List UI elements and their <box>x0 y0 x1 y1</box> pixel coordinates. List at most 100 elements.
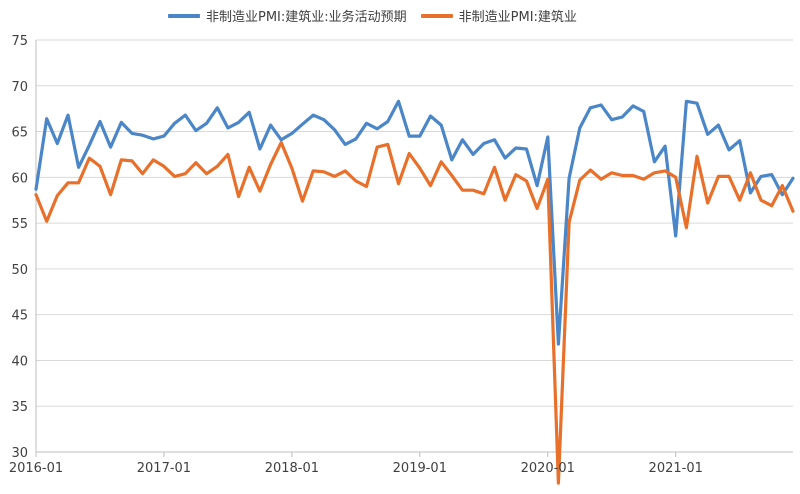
data-point-1 <box>355 180 357 182</box>
data-point-1 <box>621 174 623 176</box>
data-point-1 <box>472 189 474 191</box>
data-point-1 <box>45 220 47 222</box>
data-point-0 <box>738 140 740 142</box>
data-point-0 <box>152 138 154 140</box>
data-point-0 <box>717 124 719 126</box>
data-point-0 <box>472 153 474 155</box>
data-point-0 <box>728 149 730 151</box>
data-point-1 <box>696 155 698 157</box>
data-point-1 <box>269 163 271 165</box>
data-point-0 <box>205 122 207 124</box>
data-point-1 <box>67 182 69 184</box>
data-point-1 <box>760 199 762 201</box>
data-point-1 <box>664 170 666 172</box>
data-point-0 <box>600 104 602 106</box>
data-point-0 <box>131 132 133 134</box>
series-line-0 <box>34 99 795 346</box>
y-tick-label: 65 <box>11 126 28 141</box>
data-point-0 <box>227 127 229 129</box>
y-tick-label: 30 <box>11 446 28 461</box>
data-point-0 <box>173 122 175 124</box>
data-point-1 <box>536 207 538 209</box>
data-point-1 <box>600 178 602 180</box>
data-point-1 <box>152 159 154 161</box>
data-point-1 <box>440 161 442 163</box>
data-point-1 <box>675 176 677 178</box>
data-point-1 <box>333 175 335 177</box>
data-point-1 <box>173 175 175 177</box>
data-point-0 <box>333 129 335 131</box>
data-point-0 <box>248 111 250 113</box>
data-point-1 <box>184 172 186 174</box>
data-point-0 <box>259 148 261 150</box>
axis-layer <box>35 40 793 457</box>
data-point-0 <box>621 116 623 118</box>
data-point-0 <box>109 146 111 148</box>
data-point-0 <box>429 115 431 117</box>
data-point-0 <box>408 135 410 137</box>
data-point-1 <box>419 167 421 169</box>
legend-swatch-construction <box>420 13 453 18</box>
data-point-1 <box>525 180 527 182</box>
data-point-1 <box>728 175 730 177</box>
data-point-0 <box>792 177 794 179</box>
data-point-1 <box>259 190 261 192</box>
x-tick-label: 2016-01 <box>9 461 63 476</box>
legend-item-expectation: 非制造业PMI:建筑业:业务活动预期 <box>168 6 407 25</box>
data-point-1 <box>312 170 314 172</box>
data-point-0 <box>88 144 90 146</box>
data-point-1 <box>770 205 772 207</box>
data-point-1 <box>163 165 165 167</box>
legend-label-construction: 非制造业PMI:建筑业 <box>458 10 577 25</box>
data-point-1 <box>611 172 613 174</box>
data-point-1 <box>792 210 794 212</box>
data-point-1 <box>88 157 90 159</box>
grid-layer <box>36 39 793 453</box>
data-point-0 <box>419 135 421 137</box>
data-point-0 <box>280 139 282 141</box>
data-point-1 <box>547 178 549 180</box>
data-point-0 <box>781 194 783 196</box>
data-point-0 <box>365 122 367 124</box>
data-point-1 <box>291 167 293 169</box>
data-point-0 <box>99 120 101 122</box>
data-point-0 <box>653 161 655 163</box>
y-tick-label: 50 <box>11 263 28 278</box>
data-point-1 <box>451 174 453 176</box>
data-point-0 <box>451 159 453 161</box>
x-tick-label: 2021-01 <box>649 461 703 476</box>
y-tick-label: 35 <box>11 400 28 415</box>
data-point-0 <box>643 110 645 112</box>
data-point-0 <box>355 138 357 140</box>
data-point-0 <box>493 139 495 141</box>
data-point-0 <box>504 157 506 159</box>
data-point-1 <box>376 146 378 148</box>
x-tick-label: 2018-01 <box>265 461 319 476</box>
x-tick-label: 2017-01 <box>137 461 191 476</box>
data-point-1 <box>280 141 282 143</box>
data-point-0 <box>67 114 69 116</box>
data-point-1 <box>131 160 133 162</box>
x-tick-label: 2020-01 <box>521 461 575 476</box>
legend: 非制造业PMI:建筑业:业务活动预期 非制造业PMI:建筑业 <box>168 6 577 25</box>
data-point-0 <box>525 148 527 150</box>
data-point-1 <box>493 166 495 168</box>
legend-label-expectation: 非制造业PMI:建筑业:业务活动预期 <box>206 10 407 25</box>
data-point-0 <box>291 132 293 134</box>
data-point-0 <box>770 173 772 175</box>
series-layer <box>34 99 795 485</box>
data-point-1 <box>653 172 655 174</box>
data-point-1 <box>707 202 709 204</box>
data-point-1 <box>557 482 559 484</box>
data-point-1 <box>685 226 687 228</box>
data-point-0 <box>483 142 485 144</box>
data-point-0 <box>216 107 218 109</box>
y-tick-label: 60 <box>11 171 28 186</box>
series-line-1 <box>34 140 795 485</box>
data-point-1 <box>579 179 581 181</box>
data-point-1 <box>301 200 303 202</box>
y-tick-label: 40 <box>11 354 28 369</box>
data-point-1 <box>365 185 367 187</box>
data-point-1 <box>738 199 740 201</box>
data-point-1 <box>781 184 783 186</box>
